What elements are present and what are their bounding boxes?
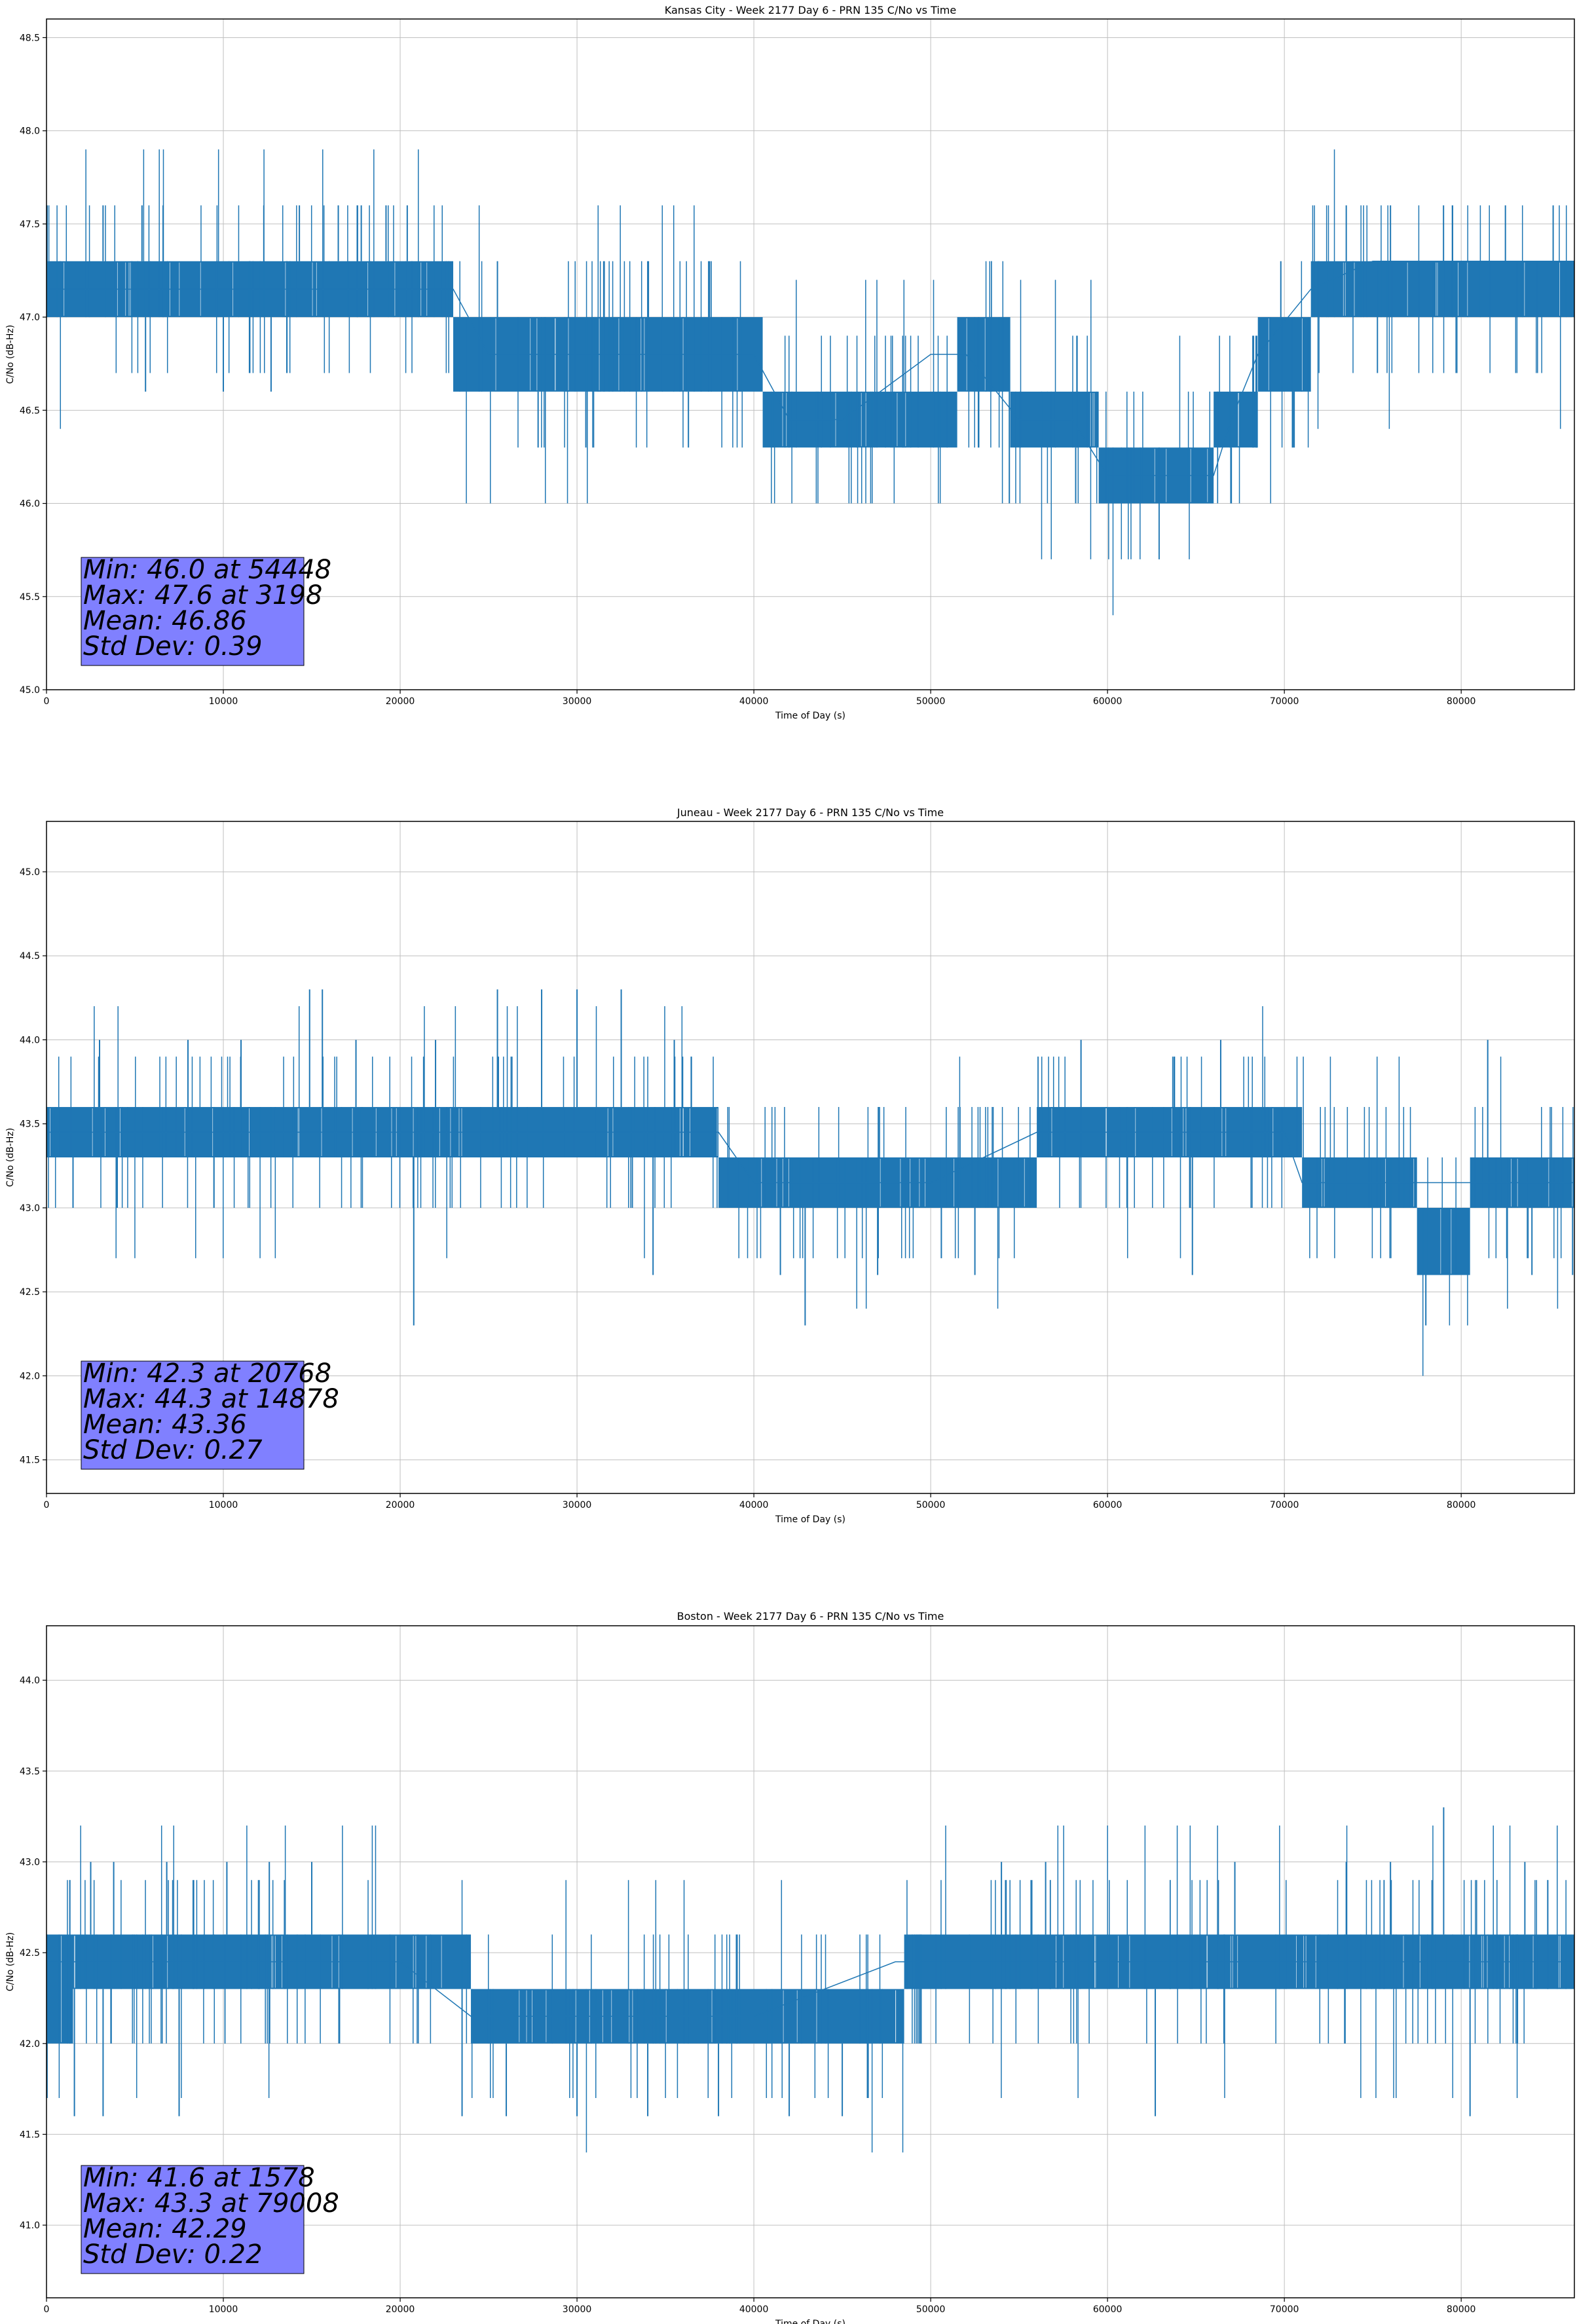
stats-box-bg [81, 557, 305, 666]
y-tick-label: 44.0 [20, 1035, 40, 1045]
x-tick-label: 40000 [739, 1500, 769, 1510]
chart-title: Kansas City - Week 2177 Day 6 - PRN 135 … [665, 4, 956, 16]
x-tick-label: 70000 [1270, 1500, 1299, 1510]
x-axis-label: Time of Day (s) [775, 1514, 845, 1525]
chart-title: Juneau - Week 2177 Day 6 - PRN 135 C/No … [677, 806, 944, 819]
y-tick-label: 43.0 [20, 1203, 40, 1214]
stats-box-bg [81, 1360, 305, 1470]
x-tick-label: 40000 [739, 2304, 769, 2315]
x-tick-label: 20000 [386, 1500, 415, 1510]
y-tick-label: 42.5 [20, 1287, 40, 1298]
x-tick-label: 60000 [1093, 2304, 1122, 2315]
y-tick-label: 44.0 [20, 1676, 40, 1686]
x-tick-label: 80000 [1447, 1500, 1476, 1510]
y-tick-label: 46.0 [20, 499, 40, 510]
data-band [46, 1934, 73, 2044]
stats-min: Min: 46.0 at 54448 [83, 555, 331, 585]
x-tick-label: 60000 [1093, 1500, 1122, 1510]
x-tick-label: 70000 [1270, 696, 1299, 707]
stats-std: Std Dev: 0.39 [83, 631, 263, 662]
y-tick-label: 45.5 [20, 592, 40, 603]
data-band [1257, 317, 1311, 392]
stats-mean: Mean: 42.29 [83, 2214, 247, 2244]
x-tick-label: 20000 [386, 2304, 415, 2315]
x-tick-label: 0 [44, 696, 50, 707]
data-band [1214, 391, 1258, 448]
x-tick-label: 40000 [739, 696, 769, 707]
x-axis-label: Time of Day (s) [775, 711, 845, 721]
x-tick-label: 70000 [1270, 2304, 1299, 2315]
stats-std: Std Dev: 0.27 [83, 1435, 263, 1465]
stats-min: Min: 41.6 at 1578 [83, 2163, 315, 2193]
data-line [46, 261, 1574, 476]
x-tick-label: 30000 [563, 2304, 592, 2315]
x-tick-label: 50000 [916, 696, 946, 707]
y-tick-label: 45.0 [20, 685, 40, 696]
x-axis-label: Time of Day (s) [775, 2319, 845, 2324]
series-c-no [46, 1807, 1574, 2153]
stats-mean: Mean: 46.86 [83, 606, 247, 636]
x-tick-label: 50000 [916, 1500, 946, 1510]
y-tick-label: 42.0 [20, 1371, 40, 1381]
x-tick-label: 20000 [386, 696, 415, 707]
y-tick-label: 43.5 [20, 1767, 40, 1777]
data-line [46, 1961, 1574, 2017]
chart-1: Juneau - Week 2177 Day 6 - PRN 135 C/No … [5, 806, 1575, 1525]
y-tick-label: 42.0 [20, 2039, 40, 2050]
y-tick-label: 44.5 [20, 951, 40, 962]
x-tick-label: 10000 [209, 1500, 238, 1510]
y-tick-label: 47.0 [20, 312, 40, 323]
y-tick-label: 46.5 [20, 405, 40, 416]
x-tick-label: 10000 [209, 2304, 238, 2315]
y-tick-label: 43.0 [20, 1857, 40, 1867]
plot-frame [46, 821, 1575, 1494]
y-tick-label: 48.5 [20, 33, 40, 43]
stats-max: Max: 47.6 at 3198 [83, 580, 322, 610]
x-tick-label: 80000 [1447, 2304, 1476, 2315]
series-c-no [46, 989, 1574, 1376]
stats-std: Std Dev: 0.22 [83, 2240, 263, 2270]
x-tick-label: 60000 [1093, 696, 1122, 707]
x-tick-label: 80000 [1447, 696, 1476, 707]
stats-mean: Mean: 43.36 [83, 1410, 247, 1440]
chart-0: Kansas City - Week 2177 Day 6 - PRN 135 … [5, 4, 1575, 721]
stats-box-bg [81, 2165, 305, 2274]
x-tick-label: 10000 [209, 696, 238, 707]
stats-max: Max: 44.3 at 14878 [83, 1384, 339, 1414]
y-axis-label: C/No (dB-Hz) [5, 1932, 16, 1991]
y-tick-label: 41.5 [20, 1455, 40, 1466]
y-tick-label: 43.5 [20, 1119, 40, 1130]
plot-frame [46, 1625, 1575, 2298]
y-tick-label: 45.0 [20, 867, 40, 878]
y-axis-label: C/No (dB-Hz) [5, 1128, 16, 1187]
x-tick-label: 30000 [563, 1500, 592, 1510]
y-tick-label: 42.5 [20, 1948, 40, 1959]
plot-frame [46, 18, 1575, 690]
y-axis-label: C/No (dB-Hz) [5, 325, 16, 384]
y-tick-label: 41.0 [20, 2221, 40, 2231]
x-tick-label: 0 [44, 2304, 50, 2315]
chart-2: Boston - Week 2177 Day 6 - PRN 135 C/No … [5, 1610, 1575, 2324]
data-line [46, 1131, 1574, 1184]
chart-title: Boston - Week 2177 Day 6 - PRN 135 C/No … [677, 1610, 944, 1622]
series-c-no [46, 149, 1574, 616]
x-tick-label: 30000 [563, 696, 592, 707]
x-tick-label: 50000 [916, 2304, 946, 2315]
y-tick-label: 41.5 [20, 2129, 40, 2140]
x-tick-label: 0 [44, 1500, 50, 1510]
data-band [1417, 1207, 1470, 1275]
y-tick-label: 47.5 [20, 219, 40, 230]
data-band [1310, 261, 1574, 318]
stats-min: Min: 42.3 at 20768 [83, 1359, 331, 1389]
stats-max: Max: 43.3 at 79008 [83, 2188, 339, 2219]
y-tick-label: 48.0 [20, 126, 40, 137]
